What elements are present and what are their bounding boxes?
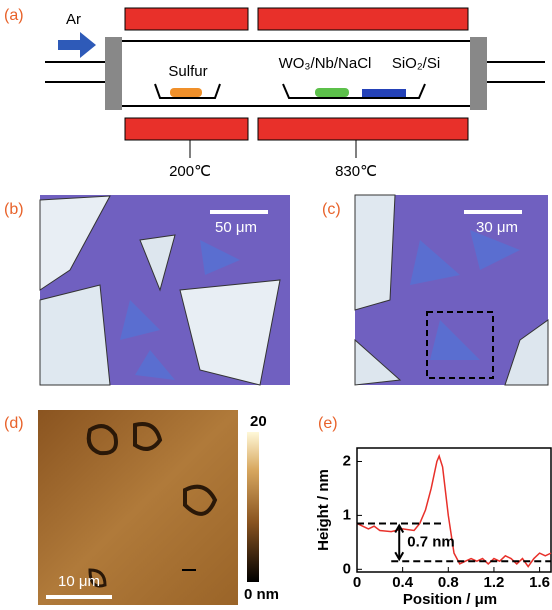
y-tick-label: 0 bbox=[343, 560, 351, 577]
optical-image-c: (c) 30 μm bbox=[322, 195, 548, 385]
gas-label: Ar bbox=[66, 11, 81, 28]
source-label: Sulfur bbox=[168, 63, 207, 80]
y-tick-label: 1 bbox=[343, 506, 351, 523]
temperature-label: 830℃ bbox=[335, 163, 377, 180]
scale-bar-label: 30 μm bbox=[476, 219, 518, 236]
panel-label: (c) bbox=[322, 201, 341, 218]
temperature-label: 200℃ bbox=[169, 163, 211, 180]
x-tick-label: 0.8 bbox=[438, 574, 459, 591]
height-profile: (e) Height / nm Position / μm 0 1 2 0 0.4 0.8… bbox=[315, 415, 551, 608]
furnace-diagram: (a) Ar Sulfur WO₃/Nb/NaCl SiO₂/Si 200℃ 8… bbox=[4, 7, 545, 180]
x-tick-label: 0.4 bbox=[392, 574, 414, 591]
colorbar-min: 0 nm bbox=[244, 586, 279, 603]
optical-image-b: (b) 50 μm bbox=[4, 195, 290, 385]
afm-image: (d) 10 μm 20 0 nm bbox=[4, 410, 279, 605]
figure: (a) Ar Sulfur WO₃/Nb/NaCl SiO₂/Si 200℃ 8… bbox=[0, 0, 552, 610]
scale-bar-label: 50 μm bbox=[215, 219, 257, 236]
panel-label: (a) bbox=[4, 7, 24, 24]
substrate-label: SiO₂/Si bbox=[392, 55, 440, 72]
precursor-label: WO₃/Nb/NaCl bbox=[279, 55, 372, 72]
panel-label: (b) bbox=[4, 201, 24, 218]
panel-label: (e) bbox=[318, 415, 338, 432]
x-tick-label: 0 bbox=[353, 574, 361, 591]
x-tick-label: 1.6 bbox=[529, 574, 550, 591]
x-tick-label: 1.2 bbox=[484, 574, 505, 591]
annotation: 0.7 nm bbox=[407, 533, 455, 550]
colorbar-max: 20 bbox=[250, 413, 267, 430]
scale-bar-label: 10 μm bbox=[58, 573, 100, 590]
x-axis-label: Position / μm bbox=[403, 591, 497, 608]
y-tick-label: 2 bbox=[343, 452, 351, 469]
y-axis-label: Height / nm bbox=[315, 469, 332, 551]
panel-label: (d) bbox=[4, 415, 24, 432]
